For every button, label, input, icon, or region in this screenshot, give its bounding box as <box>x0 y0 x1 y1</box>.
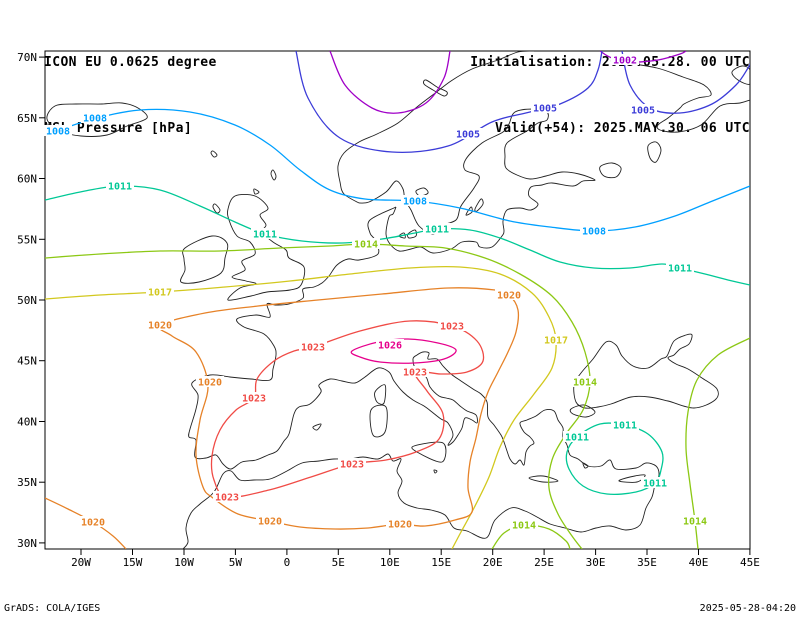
isobar-1017 <box>45 265 557 549</box>
lon-tick-label: 5E <box>332 556 345 569</box>
isobar-label: 1020 <box>388 520 412 531</box>
isobar-1020 <box>158 287 520 530</box>
isobar-label: 1011 <box>253 230 277 241</box>
model-title: ICON EU 0.0625 degree <box>44 55 217 70</box>
isobar-label: 1008 <box>46 127 70 138</box>
lon-tick-label: 45E <box>740 556 760 569</box>
lon-tick-label: 0 <box>284 556 291 569</box>
lat-axis: 70N 65N 60N 55N 50N 45N 40N 35N 30N <box>17 51 45 550</box>
lon-tick-label: 15E <box>431 556 451 569</box>
lon-tick-label: 25E <box>534 556 554 569</box>
isobar-label: 1014 <box>573 378 597 389</box>
isobar-label: 1011 <box>668 264 692 275</box>
isobar-label: 1020 <box>81 518 105 529</box>
isobar-label: 1014 <box>683 517 707 528</box>
isobar-1005 <box>621 51 750 114</box>
chart-title-block: ICON EU 0.0625 degree MSL Pressure [hPa] <box>44 8 217 184</box>
isobar-1002 <box>599 51 687 63</box>
isobar-1014 <box>45 243 591 549</box>
isobar-label: 1005 <box>456 130 480 141</box>
isobar-label: 1014 <box>354 240 378 251</box>
lon-tick-label: 40E <box>689 556 709 569</box>
isobar-label: 1023 <box>340 460 364 471</box>
isobar-label: 1008 <box>83 114 107 125</box>
map-frame <box>44 50 751 550</box>
isobar-label: 1017 <box>544 336 568 347</box>
isobar-label: 1020 <box>258 517 282 528</box>
isobar-label: 1002 <box>613 56 637 67</box>
isobar-label: 1020 <box>198 378 222 389</box>
isobar-1005 <box>295 51 603 153</box>
isobar-label: 1023 <box>440 322 464 333</box>
field-title: MSL Pressure [hPa] <box>44 121 193 136</box>
lon-tick-label: 35E <box>637 556 657 569</box>
lat-tick-label: 65N <box>17 112 37 125</box>
isobar-1008 <box>45 108 750 232</box>
isobar-label: 1023 <box>301 343 325 354</box>
isobar-label: 1017 <box>148 288 172 299</box>
lon-axis: 20W 15W 10W 5W 0 5E 10E 15E 20E 25E 30E 35E 40E 45E <box>71 549 760 569</box>
isobar-label: 1014 <box>512 521 536 532</box>
lat-tick-label: 35N <box>17 476 37 489</box>
lat-tick-label: 70N <box>17 51 37 64</box>
lon-tick-label: 30E <box>586 556 606 569</box>
lat-tick-label: 60N <box>17 173 37 186</box>
lat-tick-label: 50N <box>17 294 37 307</box>
isobar-label: 1023 <box>215 493 239 504</box>
lon-tick-label: 20W <box>71 556 91 569</box>
isobar-label: 1023 <box>403 368 427 379</box>
lon-tick-label: 10W <box>174 556 194 569</box>
creation-timestamp: 2025-05-28-04:20 <box>699 603 796 614</box>
lon-tick-label: 10E <box>380 556 400 569</box>
isobar-label: 1011 <box>613 421 637 432</box>
coastlines <box>46 51 750 549</box>
isobar-label: 1005 <box>533 104 557 115</box>
isobar-1023 <box>210 320 485 498</box>
lat-tick-label: 55N <box>17 233 37 246</box>
lon-tick-label: 15W <box>123 556 143 569</box>
isobar-label: 1011 <box>425 225 449 236</box>
isobar-label: 1011 <box>565 433 589 444</box>
isobar-label: 1020 <box>148 321 172 332</box>
grads-stamp: GrADS: COLA/IGES <box>4 603 101 614</box>
lat-tick-label: 40N <box>17 416 37 429</box>
isobar-label: 1005 <box>631 106 655 117</box>
isobar-label: 1008 <box>403 197 427 208</box>
isobar-1002 <box>329 51 451 114</box>
isobar-labels: 1002 1005 1005 1005 1008 1008 1008 1008 1011 1011… <box>44 54 709 532</box>
isobar-label: 1011 <box>108 182 132 193</box>
lat-tick-label: 45N <box>17 355 37 368</box>
lon-tick-label: 20E <box>483 556 503 569</box>
isobar-label: 1026 <box>378 341 402 352</box>
isobar-label: 1008 <box>582 227 606 238</box>
isobar-label: 1020 <box>497 291 521 302</box>
lat-tick-label: 30N <box>17 537 37 550</box>
lon-tick-label: 5W <box>229 556 243 569</box>
isobars <box>45 51 750 549</box>
isobar-label: 1011 <box>643 479 667 490</box>
isobar-label: 1023 <box>242 394 266 405</box>
